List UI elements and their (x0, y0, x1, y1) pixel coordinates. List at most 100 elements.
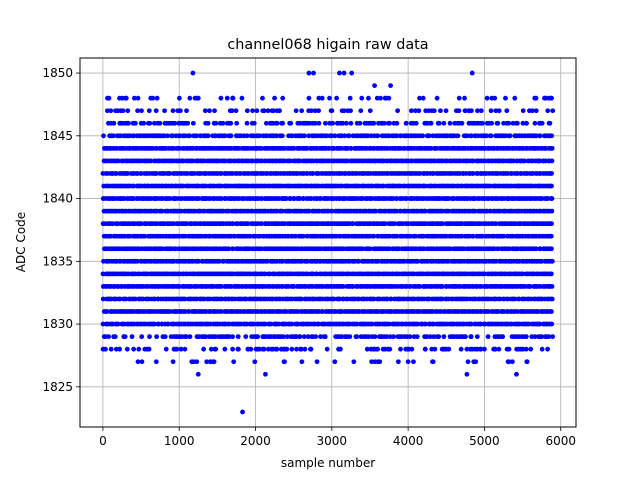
data-point (388, 83, 393, 89)
data-point (262, 108, 267, 114)
data-point (415, 258, 421, 264)
data-point (170, 108, 176, 114)
data-point (194, 133, 199, 139)
x-tick-label: 4000 (393, 434, 424, 448)
data-point (500, 334, 506, 340)
data-point (316, 108, 321, 114)
data-point (108, 346, 114, 352)
data-point (190, 70, 196, 76)
data-point (243, 334, 249, 340)
data-point (280, 95, 286, 101)
data-point (100, 296, 106, 302)
data-point (340, 120, 346, 126)
plot-frame (79, 57, 577, 428)
data-point (547, 120, 553, 126)
data-point (203, 334, 209, 340)
data-point (423, 321, 429, 327)
data-point (329, 208, 335, 214)
data-point (350, 221, 356, 227)
data-point (492, 95, 498, 101)
data-point (318, 334, 323, 340)
data-point (506, 120, 512, 126)
data-point (139, 334, 145, 340)
data-point (139, 108, 144, 114)
data-point (279, 133, 285, 139)
data-point (543, 95, 548, 101)
data-point (505, 359, 511, 365)
data-point (372, 334, 378, 340)
data-point (398, 346, 403, 352)
data-point (153, 359, 159, 365)
data-point (356, 258, 362, 264)
data-point (347, 334, 353, 340)
data-point (516, 296, 522, 302)
data-point (165, 133, 170, 139)
data-point (154, 145, 160, 151)
data-point (151, 120, 157, 126)
data-point (514, 371, 519, 377)
data-point (320, 309, 325, 314)
data-point (386, 95, 392, 101)
data-point (512, 296, 518, 302)
data-point (162, 334, 168, 340)
data-point (431, 334, 437, 340)
data-point (369, 321, 375, 327)
data-point (283, 196, 289, 201)
data-point (417, 95, 422, 101)
data-point (549, 183, 554, 189)
data-point (322, 334, 328, 340)
data-point (369, 183, 375, 189)
data-point (196, 196, 202, 201)
data-point (294, 346, 299, 352)
data-point (185, 120, 191, 126)
data-point (537, 321, 543, 327)
data-point (428, 120, 434, 126)
data-point (482, 271, 487, 277)
data-point (501, 233, 507, 239)
data-point (262, 271, 268, 277)
data-point (287, 158, 293, 164)
data-point (244, 120, 250, 126)
data-point (496, 346, 502, 352)
data-point (372, 346, 377, 352)
data-point (459, 120, 465, 126)
y-tick-label: 1840 (42, 192, 73, 206)
data-point (135, 359, 141, 365)
data-point (297, 334, 303, 340)
data-point (524, 120, 529, 126)
data-point (334, 95, 340, 101)
data-point (162, 108, 167, 114)
data-point (493, 108, 499, 114)
data-point (304, 145, 310, 151)
y-tick-label: 1825 (42, 380, 73, 394)
data-point (131, 133, 137, 139)
data-point (302, 133, 307, 139)
data-point (533, 95, 539, 101)
data-point (125, 171, 131, 176)
data-point (484, 95, 490, 101)
data-point (504, 108, 510, 114)
data-point (440, 284, 445, 289)
data-point (475, 108, 480, 114)
data-point (226, 246, 232, 252)
data-point (205, 133, 211, 139)
data-point (520, 120, 526, 126)
data-point (488, 108, 494, 114)
x-axis-label: sample number (281, 456, 375, 470)
data-point (300, 233, 306, 239)
data-point (371, 296, 377, 302)
data-point (135, 108, 140, 114)
data-point (274, 133, 279, 139)
data-point (216, 258, 222, 264)
data-point (394, 133, 400, 139)
data-point (438, 108, 443, 114)
data-point (146, 108, 152, 114)
data-point (123, 95, 129, 101)
data-point (469, 108, 474, 114)
data-point (147, 334, 152, 340)
data-point (523, 334, 529, 340)
data-point (391, 334, 396, 340)
data-point (443, 108, 449, 114)
data-point (245, 221, 251, 227)
data-point (407, 284, 413, 289)
